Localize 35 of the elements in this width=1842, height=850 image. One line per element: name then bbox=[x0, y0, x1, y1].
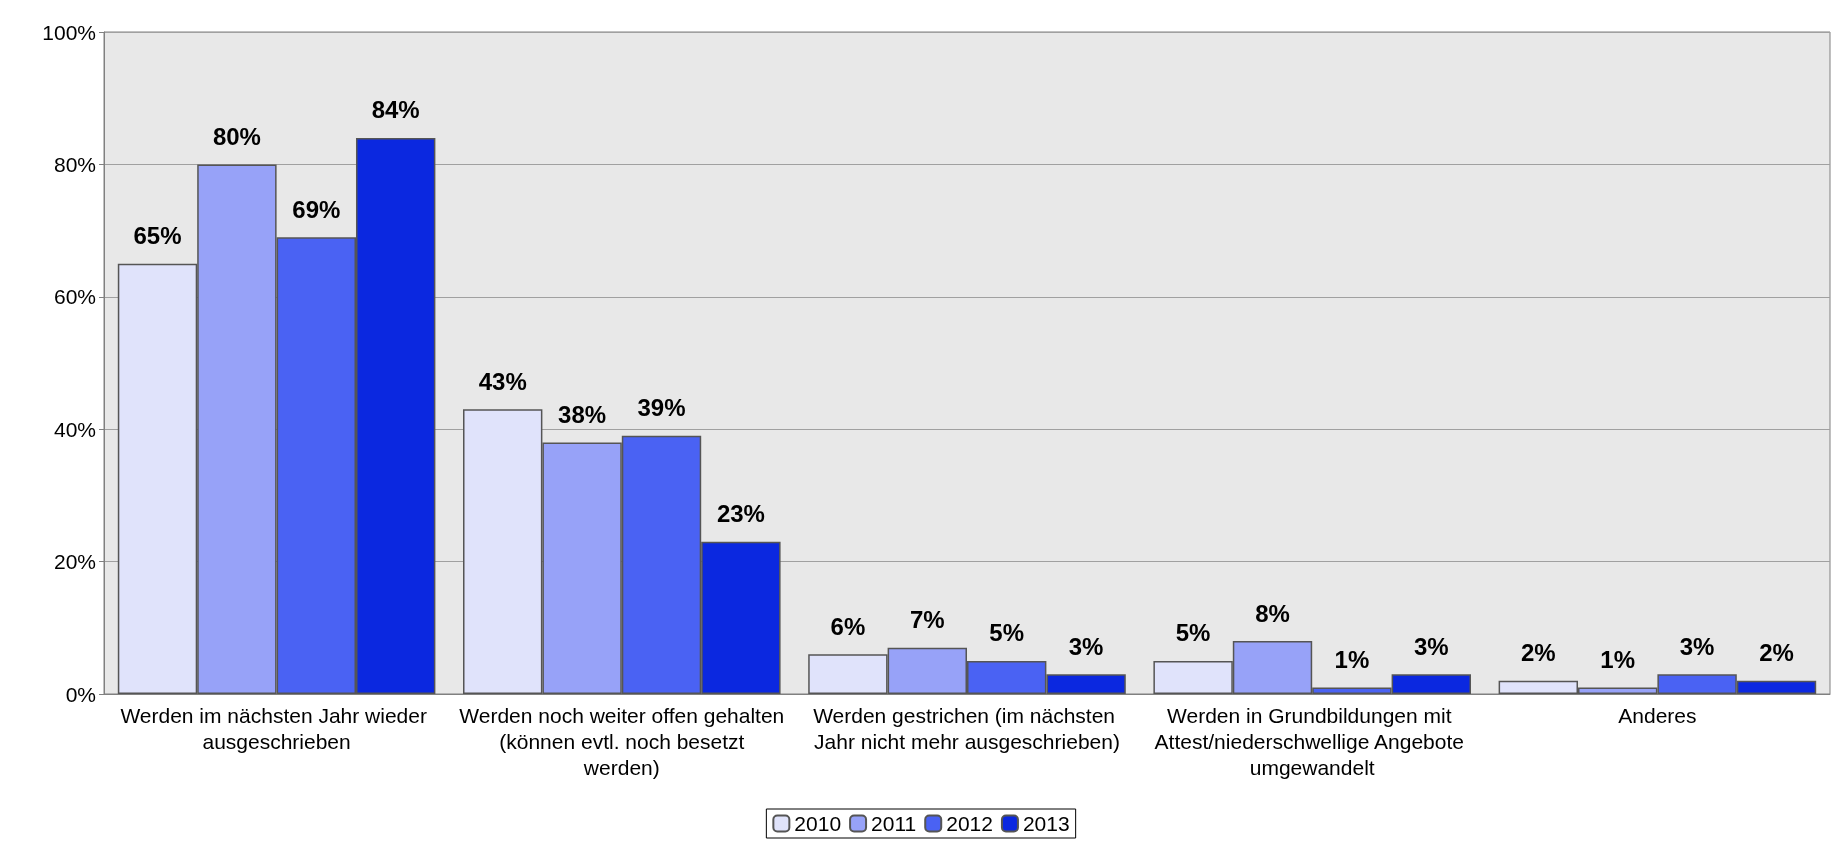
legend-label: 2012 bbox=[946, 812, 993, 835]
y-tick-label: 40% bbox=[53, 417, 96, 441]
y-tick-label: 80% bbox=[53, 152, 96, 176]
data-label: 5% bbox=[1175, 619, 1211, 647]
data-label: 3% bbox=[1413, 632, 1449, 660]
data-label: 7% bbox=[909, 606, 945, 634]
data-label: 39% bbox=[637, 394, 686, 422]
data-label: 43% bbox=[478, 367, 527, 395]
legend-label: 2013 bbox=[1022, 812, 1070, 835]
data-label: 65% bbox=[133, 222, 182, 250]
data-label: 38% bbox=[558, 400, 607, 428]
data-label: 5% bbox=[989, 619, 1025, 647]
data-label: 2% bbox=[1520, 639, 1556, 667]
data-label: 80% bbox=[212, 122, 261, 150]
x-tick-label: Werden gestrichen (im nächsten Jahr nicht mehr ausgeschrieben) bbox=[813, 703, 1121, 753]
data-label: 69% bbox=[292, 195, 341, 223]
data-label: 1% bbox=[1600, 645, 1636, 673]
y-tick-label: 60% bbox=[53, 285, 96, 309]
data-label: 3% bbox=[1679, 632, 1715, 660]
data-label: 84% bbox=[371, 96, 420, 124]
x-tick-label: Werden in Grundbildungen mit Attest/niederschwellige Angebote umgewandelt bbox=[1154, 703, 1470, 779]
x-tick-label: Werden noch weiter offen gehalten (können evtl. noch besetzt werden) bbox=[459, 703, 785, 779]
data-label: 8% bbox=[1255, 599, 1290, 627]
data-label: 1% bbox=[1334, 645, 1370, 673]
legend-label: 2011 bbox=[871, 812, 917, 835]
legend-label: 2010 bbox=[794, 812, 842, 835]
y-tick-label: 100% bbox=[42, 20, 96, 44]
y-tick-label: 0% bbox=[65, 682, 96, 706]
data-label: 23% bbox=[716, 500, 765, 528]
x-tick-label: Anderes bbox=[1618, 703, 1697, 727]
data-label: 2% bbox=[1759, 639, 1794, 667]
data-label: 3% bbox=[1068, 632, 1104, 660]
data-label: 6% bbox=[830, 612, 866, 640]
y-tick-label: 20% bbox=[53, 550, 96, 574]
x-tick-label: Werden im nächsten Jahr wieder ausgeschrieben bbox=[120, 703, 433, 753]
